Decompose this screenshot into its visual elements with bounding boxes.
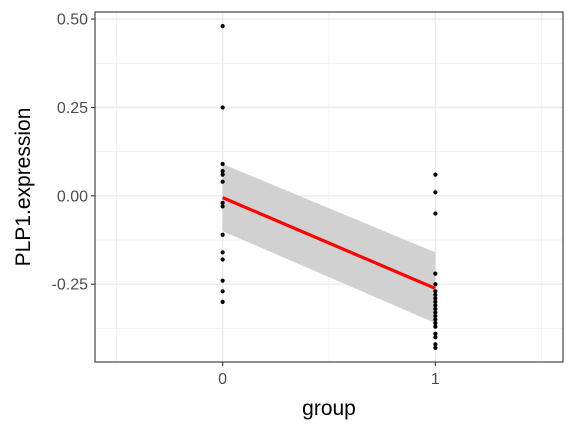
data-point [433,190,438,195]
data-point [433,335,438,340]
data-point [433,331,438,336]
data-point [433,282,438,287]
data-point [220,289,225,294]
x-axis-title: group [302,397,356,420]
y-tick-label: 0.00 [57,188,88,205]
data-point [433,299,438,304]
data-point [220,168,225,174]
plot-border [94,11,564,363]
data-point [433,172,438,177]
data-point [433,211,438,216]
y-tick-label: 0.25 [57,100,88,117]
data-point [220,179,225,184]
data-point [220,200,225,206]
data-points [220,24,438,350]
data-point [433,271,438,276]
data-point [433,342,438,347]
data-point [220,232,225,237]
data-point [433,317,438,322]
y-tick-label: -0.25 [52,277,89,294]
data-point [220,257,225,262]
data-point [433,303,438,308]
data-point [220,172,225,177]
regression-line [222,196,436,290]
data-point [220,24,225,29]
data-point [433,321,438,326]
data-point [220,105,225,110]
data-point [433,324,438,329]
data-point [220,161,225,167]
data-point [433,313,438,319]
x-tick-label: 1 [431,371,440,388]
data-point [433,310,438,315]
data-point [433,306,438,312]
y-axis-ticks: -0.25 0.00 0.25 0.50 [52,12,95,294]
x-tick-label: 0 [218,371,227,388]
data-point [220,299,225,304]
data-point [220,278,225,283]
data-point [433,292,438,297]
data-point [433,289,438,294]
data-point [220,250,225,255]
data-point [433,345,438,350]
y-axis-title: PLP1.expression [12,108,35,267]
data-point [220,204,225,209]
data-point [433,296,438,301]
y-tick-label: 0.50 [57,12,88,29]
